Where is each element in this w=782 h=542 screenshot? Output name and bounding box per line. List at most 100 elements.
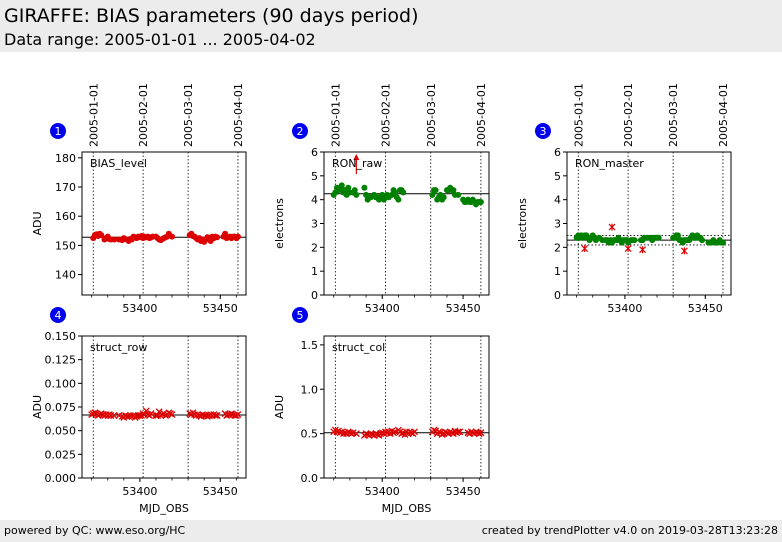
date-tick-label: 2005-04-01 xyxy=(717,83,730,147)
outlier-point xyxy=(608,223,616,231)
date-tick-label: 2005-03-01 xyxy=(425,83,438,147)
panel-number: 4 xyxy=(55,309,62,322)
plot-frame xyxy=(323,151,490,296)
y-tick-label: 1 xyxy=(554,265,561,278)
y-tick-label: 140 xyxy=(55,269,76,282)
data-point xyxy=(699,237,706,244)
plot-frame xyxy=(81,151,247,296)
data-point xyxy=(234,411,242,419)
data-point xyxy=(477,429,485,437)
data-point xyxy=(111,236,118,243)
y-tick-label: 1.5 xyxy=(301,339,319,352)
data-point xyxy=(655,234,662,241)
x-tick-label: 53450 xyxy=(446,485,481,498)
panel-label: RON_master xyxy=(575,157,644,170)
data-point xyxy=(234,233,241,240)
data-point xyxy=(214,234,221,241)
report-footer: powered by QC: www.eso.org/HC created by… xyxy=(0,520,782,542)
date-tick-label: 2005-01-01 xyxy=(87,83,100,147)
data-point xyxy=(345,184,352,191)
date-tick-label: 2005-03-01 xyxy=(667,83,680,147)
data-point xyxy=(351,187,358,194)
y-axis-label: ADU xyxy=(31,395,44,419)
y-tick-label: 0.100 xyxy=(45,377,77,390)
y-tick-label: 5 xyxy=(311,170,318,183)
y-tick-label: 0.050 xyxy=(45,425,77,438)
y-tick-label: 0.5 xyxy=(301,428,319,441)
x-tick-label: 53450 xyxy=(203,302,238,315)
date-tick-label: 2005-02-01 xyxy=(622,83,635,147)
y-tick-label: 0 xyxy=(311,289,318,302)
data-point xyxy=(353,191,360,198)
data-point xyxy=(98,232,105,239)
x-tick-label: 53450 xyxy=(688,302,723,315)
data-point xyxy=(169,233,176,240)
data-point xyxy=(395,196,402,203)
data-point xyxy=(361,184,368,191)
y-axis-label: electrons xyxy=(516,198,529,249)
date-tick-label: 2005-02-01 xyxy=(137,83,150,147)
date-tick-label: 2005-01-01 xyxy=(572,83,585,147)
report-header: GIRAFFE: BIAS parameters (90 days period… xyxy=(0,0,782,52)
data-point xyxy=(456,428,464,436)
x-tick-label: 53400 xyxy=(365,485,400,498)
y-tick-label: 160 xyxy=(55,210,76,223)
data-point xyxy=(631,237,638,244)
y-tick-label: 170 xyxy=(55,181,76,194)
data-point xyxy=(213,412,221,419)
date-tick-label: 2005-01-01 xyxy=(329,83,342,147)
out-of-range-arrowhead xyxy=(353,154,360,160)
outlier-point xyxy=(639,246,646,254)
data-point xyxy=(211,412,219,419)
date-range-subtitle: Data range: 2005-01-01 ... 2005-04-02 xyxy=(4,30,316,49)
panel-number: 2 xyxy=(297,125,304,138)
page-title: GIRAFFE: BIAS parameters (90 days period… xyxy=(4,5,419,27)
y-tick-label: 0.0 xyxy=(301,472,319,485)
panel-number-badge xyxy=(50,307,66,323)
y-tick-label: 4 xyxy=(311,194,318,207)
y-tick-label: 4 xyxy=(554,194,561,207)
y-tick-label: 2 xyxy=(554,241,561,254)
y-axis-label: ADU xyxy=(31,211,44,235)
data-point xyxy=(400,189,407,196)
y-tick-label: 0 xyxy=(554,289,561,302)
chart-panel-4: 0.000 0.025 0.050 0.075 0.100 0.125 0.150 53400… xyxy=(31,307,247,515)
y-tick-label: 6 xyxy=(554,146,561,159)
data-point xyxy=(392,189,399,196)
y-tick-label: 6 xyxy=(311,146,318,159)
panel-label: RON_raw xyxy=(332,157,382,170)
x-tick-label: 53450 xyxy=(446,302,481,315)
panel-label: struct_row xyxy=(90,341,147,354)
y-tick-label: 3 xyxy=(311,218,318,231)
y-tick-label: 5 xyxy=(554,170,561,183)
date-tick-label: 2005-04-01 xyxy=(232,83,245,147)
panel-number-badge xyxy=(535,123,551,139)
panel-number-badge xyxy=(292,123,308,139)
plot-frame xyxy=(323,335,490,479)
data-point xyxy=(352,430,360,438)
y-tick-label: 0.000 xyxy=(45,472,77,485)
date-tick-label: 2005-03-01 xyxy=(182,83,195,147)
panel-number: 5 xyxy=(297,309,304,322)
x-tick-label: 53450 xyxy=(203,485,238,498)
panel-number-badge xyxy=(292,307,308,323)
data-point xyxy=(674,232,681,239)
y-tick-label: 1.0 xyxy=(301,383,319,396)
data-point xyxy=(440,194,447,201)
data-point xyxy=(454,428,462,436)
x-tick-label: 53400 xyxy=(122,302,157,315)
panel-label: BIAS_level xyxy=(90,157,147,170)
data-point xyxy=(450,187,457,194)
data-point xyxy=(432,187,439,194)
panel-number: 1 xyxy=(55,125,62,138)
y-tick-label: 0.125 xyxy=(45,354,77,367)
date-tick-label: 2005-02-01 xyxy=(379,83,392,147)
data-point xyxy=(429,191,436,198)
outlier-point xyxy=(680,247,688,255)
y-tick-label: 0.150 xyxy=(45,330,77,343)
y-tick-label: 180 xyxy=(55,152,76,165)
x-axis-label: MJD_OBS xyxy=(139,502,189,515)
data-point xyxy=(411,428,419,436)
y-axis-label: electrons xyxy=(273,198,286,249)
